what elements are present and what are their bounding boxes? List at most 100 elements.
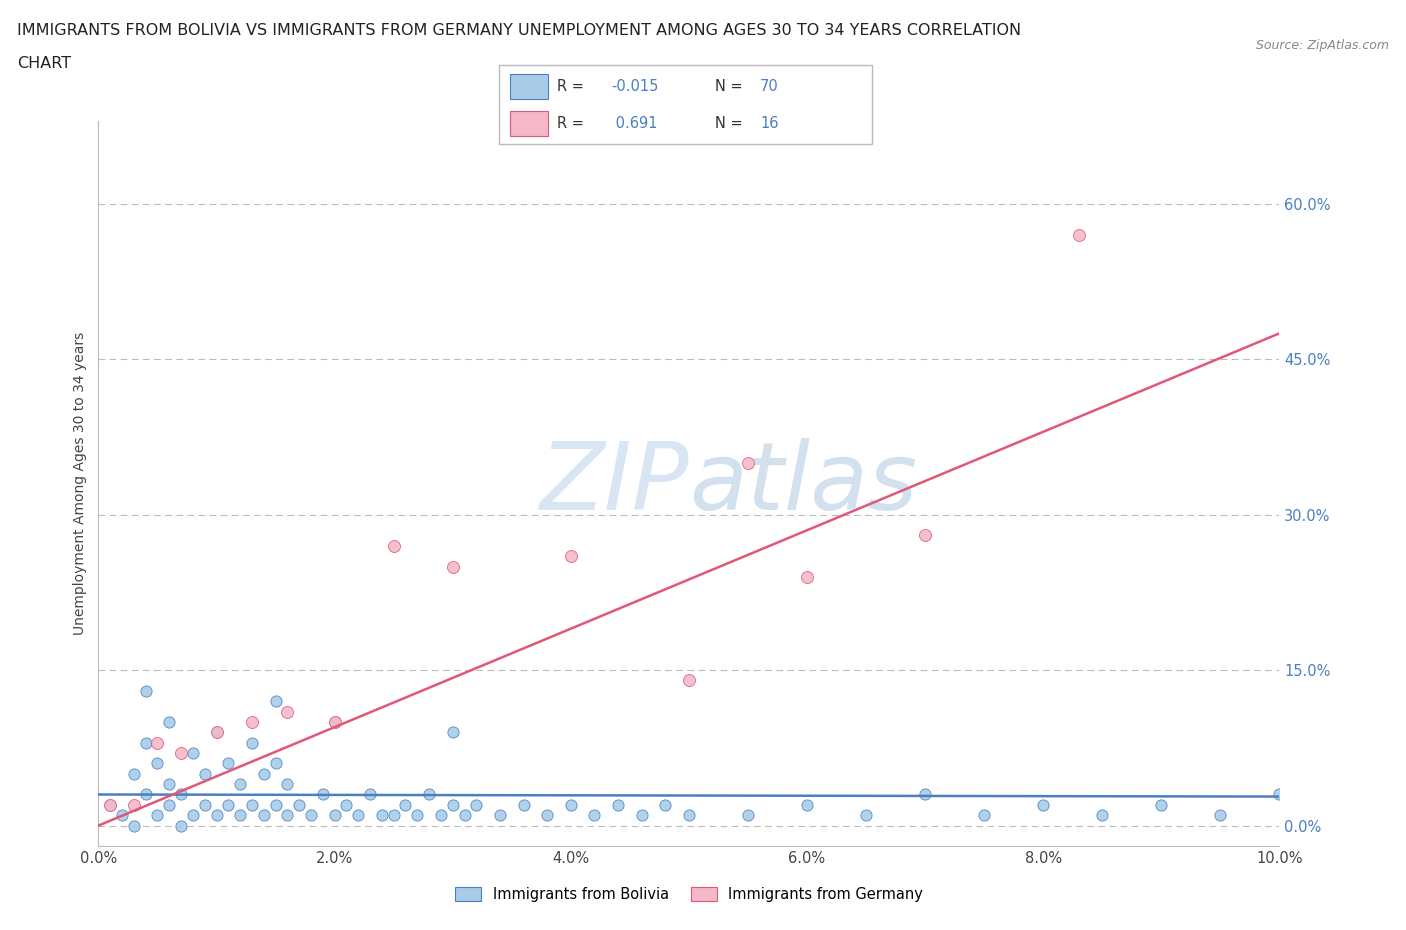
Legend: Immigrants from Bolivia, Immigrants from Germany: Immigrants from Bolivia, Immigrants from… — [449, 882, 929, 908]
Point — [973, 808, 995, 823]
Point — [382, 538, 405, 553]
FancyBboxPatch shape — [510, 111, 547, 137]
Point — [98, 797, 121, 812]
Point — [1209, 808, 1232, 823]
Point — [253, 808, 276, 823]
Point — [1067, 228, 1090, 243]
Text: 70: 70 — [759, 79, 779, 94]
Point — [122, 797, 145, 812]
Point — [170, 818, 193, 833]
Point — [394, 797, 416, 812]
Point — [240, 797, 263, 812]
Point — [1091, 808, 1114, 823]
Point — [453, 808, 475, 823]
Point — [382, 808, 405, 823]
Point — [276, 777, 298, 791]
Point — [170, 746, 193, 761]
Text: 16: 16 — [759, 116, 779, 131]
Point — [583, 808, 606, 823]
Point — [98, 797, 121, 812]
Point — [146, 808, 169, 823]
Point — [181, 746, 204, 761]
Point — [359, 787, 381, 802]
Point — [465, 797, 488, 812]
Text: -0.015: -0.015 — [612, 79, 658, 94]
Point — [914, 787, 936, 802]
Point — [371, 808, 394, 823]
Point — [217, 756, 239, 771]
Point — [157, 797, 180, 812]
Point — [205, 724, 228, 739]
Text: ZIP: ZIP — [540, 438, 689, 529]
Point — [560, 797, 582, 812]
Point — [1150, 797, 1173, 812]
Point — [276, 808, 298, 823]
Point — [229, 777, 252, 791]
Text: CHART: CHART — [17, 56, 70, 71]
Point — [335, 797, 357, 812]
Point — [181, 808, 204, 823]
Point — [323, 808, 346, 823]
Point — [512, 797, 534, 812]
Point — [441, 797, 464, 812]
Point — [122, 766, 145, 781]
Point — [135, 684, 157, 698]
Point — [288, 797, 311, 812]
Point — [312, 787, 335, 802]
Point — [264, 694, 287, 709]
Point — [111, 808, 134, 823]
Point — [157, 714, 180, 729]
Point — [1268, 787, 1291, 802]
Point — [229, 808, 252, 823]
Point — [146, 736, 169, 751]
Point — [157, 777, 180, 791]
Point — [607, 797, 630, 812]
Point — [737, 456, 759, 471]
Point — [737, 808, 759, 823]
Point — [323, 714, 346, 729]
Point — [264, 756, 287, 771]
Point — [253, 766, 276, 781]
Point — [323, 714, 346, 729]
Point — [194, 766, 217, 781]
Point — [441, 724, 464, 739]
Text: N =: N = — [716, 79, 748, 94]
Point — [276, 704, 298, 719]
Point — [678, 808, 700, 823]
Point — [536, 808, 558, 823]
FancyBboxPatch shape — [510, 73, 547, 100]
Point — [430, 808, 453, 823]
Point — [170, 787, 193, 802]
Y-axis label: Unemployment Among Ages 30 to 34 years: Unemployment Among Ages 30 to 34 years — [73, 332, 87, 635]
Point — [489, 808, 512, 823]
Point — [205, 808, 228, 823]
Point — [441, 559, 464, 574]
Point — [855, 808, 877, 823]
Point — [347, 808, 370, 823]
Point — [240, 736, 263, 751]
Point — [796, 797, 818, 812]
Point — [205, 724, 228, 739]
Text: N =: N = — [716, 116, 748, 131]
Point — [240, 714, 263, 729]
Point — [406, 808, 429, 823]
Text: atlas: atlas — [689, 438, 917, 529]
Point — [678, 673, 700, 688]
Point — [194, 797, 217, 812]
Point — [299, 808, 322, 823]
Text: Source: ZipAtlas.com: Source: ZipAtlas.com — [1256, 39, 1389, 52]
Point — [122, 818, 145, 833]
Point — [217, 797, 239, 812]
Point — [264, 797, 287, 812]
Text: R =: R = — [557, 116, 588, 131]
Point — [796, 569, 818, 584]
Point — [560, 549, 582, 564]
Point — [146, 756, 169, 771]
Point — [654, 797, 676, 812]
Text: R =: R = — [557, 79, 588, 94]
Point — [135, 787, 157, 802]
FancyBboxPatch shape — [499, 65, 872, 144]
Point — [418, 787, 440, 802]
Point — [914, 528, 936, 543]
Text: 0.691: 0.691 — [612, 116, 658, 131]
